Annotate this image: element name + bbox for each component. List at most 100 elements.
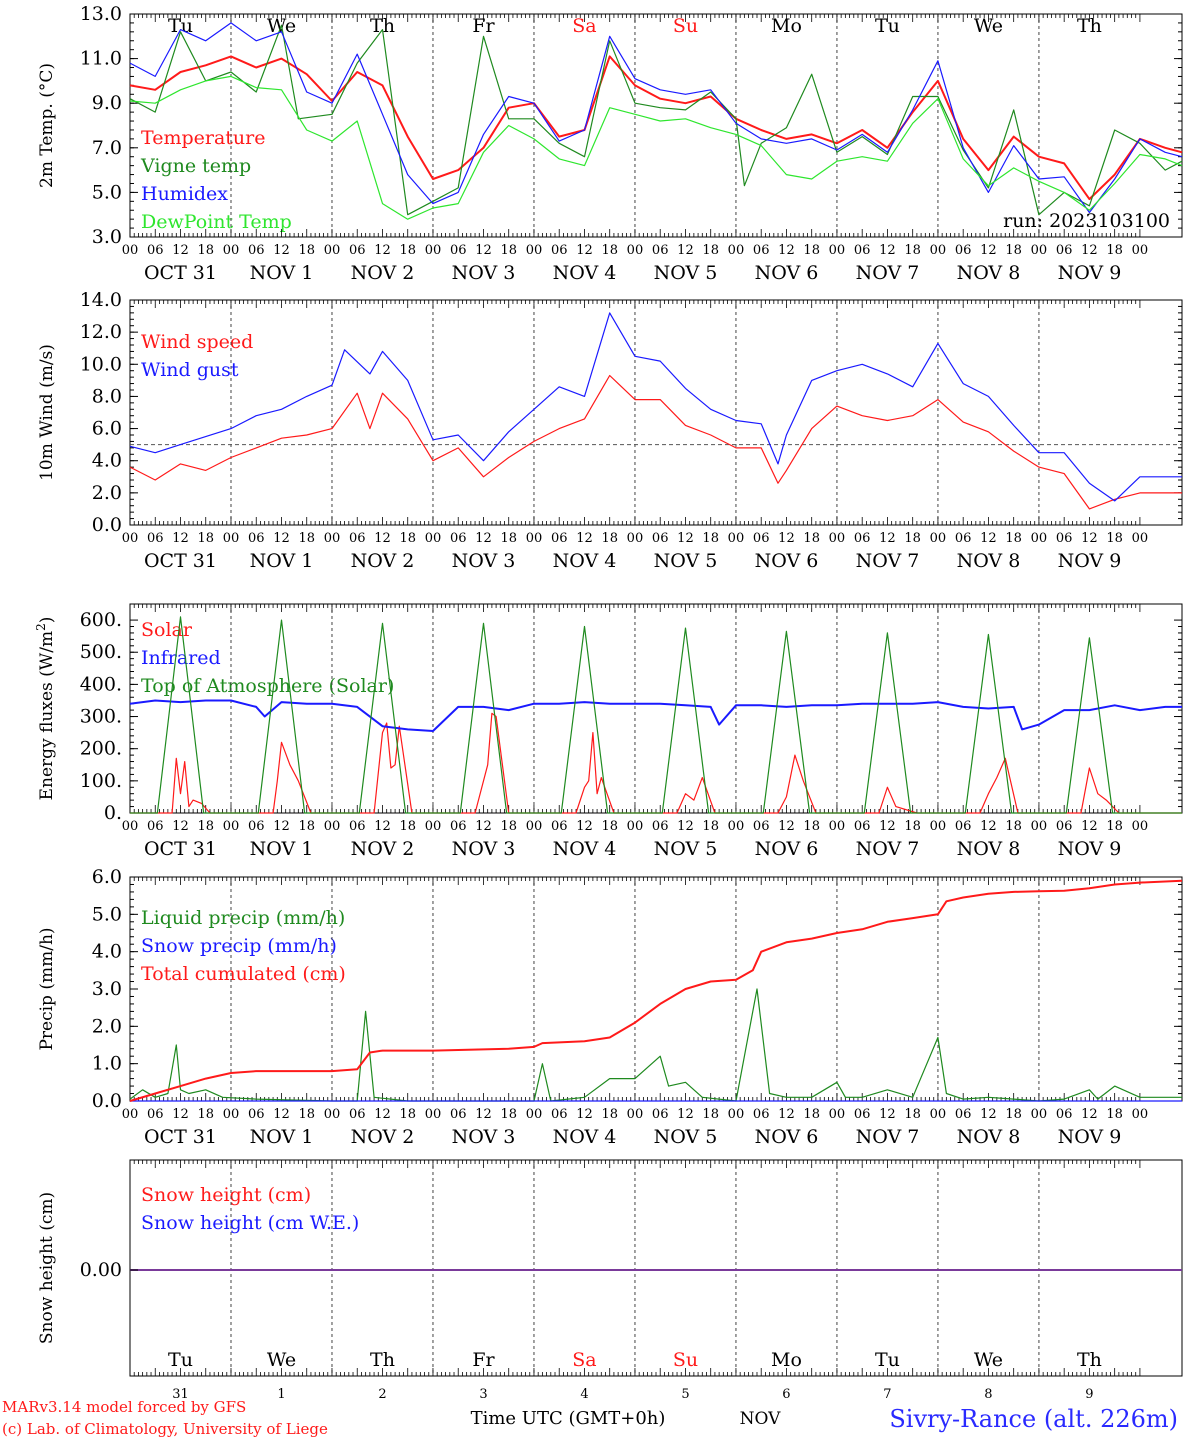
date-label: OCT 31 [144, 1126, 217, 1148]
weekday-label: Sa [572, 15, 596, 37]
date-label: NOV 1 [250, 262, 314, 284]
day-number: 9 [1085, 1387, 1093, 1402]
x-tick-label: 00 [728, 819, 745, 834]
weekday-label: Th [370, 1349, 395, 1371]
month-label: NOV [740, 1409, 782, 1429]
x-tick-label: 18 [1106, 1107, 1123, 1122]
x-tick-label: 06 [652, 531, 669, 546]
weekday-label: Mo [771, 15, 802, 37]
x-tick-label: 12 [677, 531, 694, 546]
legend-total-cumulated: Total cumulated (cm) [141, 963, 346, 985]
weekday-label: Mo [771, 1349, 802, 1371]
date-label: NOV 4 [553, 838, 617, 860]
x-tick-label: 18 [1005, 243, 1022, 258]
x-tick-label: 06 [248, 531, 265, 546]
x-tick-label: 18 [1005, 531, 1022, 546]
legend-wind-gust: Wind gust [141, 359, 239, 381]
x-tick-label: 12 [677, 1107, 694, 1122]
y-tick-label: 9.0 [92, 92, 122, 114]
series-line-dewpoint [129, 75, 1183, 220]
x-tick-label: 00 [223, 531, 240, 546]
x-tick-label: 12 [172, 243, 189, 258]
x-tick-label: 00 [829, 819, 846, 834]
x-tick-label: 00 [324, 819, 341, 834]
x-tick-label: 12 [879, 243, 896, 258]
x-tick-label: 00 [223, 1107, 240, 1122]
x-tick-label: 12 [576, 1107, 593, 1122]
date-label: OCT 31 [144, 262, 217, 284]
y-tick-label: 10.0 [80, 353, 122, 375]
date-label: NOV 6 [755, 262, 819, 284]
day-number: 3 [479, 1387, 487, 1402]
day-number: 7 [883, 1387, 891, 1402]
y-tick-label: 600. [80, 609, 122, 631]
x-tick-label: 06 [248, 1107, 265, 1122]
y-tick-label: 0. [104, 802, 122, 824]
x-tick-label: 06 [147, 243, 164, 258]
x-tick-label: 18 [500, 531, 517, 546]
date-label: NOV 7 [856, 550, 920, 572]
x-tick-label: 18 [197, 1107, 214, 1122]
x-tick-label: 12 [273, 531, 290, 546]
x-tick-label: 06 [551, 243, 568, 258]
x-tick-label: 18 [601, 1107, 618, 1122]
x-tick-label: 12 [778, 819, 795, 834]
x-tick-label: 06 [1056, 1107, 1073, 1122]
x-tick-label: 12 [273, 243, 290, 258]
x-tick-label: 18 [601, 531, 618, 546]
x-tick-label: 12 [475, 531, 492, 546]
x-tick-label: 00 [1132, 243, 1149, 258]
x-tick-label: 12 [374, 1107, 391, 1122]
x-tick-label: 18 [399, 1107, 416, 1122]
x-tick-label: 18 [1106, 243, 1123, 258]
panel-precip: Precip (mm/h) Liquid precip (mm/h) Snow … [37, 866, 1183, 1148]
weekday-label: Su [673, 1349, 698, 1371]
x-tick-label: 06 [652, 819, 669, 834]
y-tick-label: 0.0 [92, 514, 122, 536]
weekday-label: Th [1077, 1349, 1102, 1371]
x-tick-label: 18 [298, 819, 315, 834]
x-tick-label: 12 [980, 531, 997, 546]
date-label: NOV 3 [452, 838, 516, 860]
x-tick-label: 00 [728, 243, 745, 258]
date-label: NOV 1 [250, 550, 314, 572]
weekday-label: Th [1077, 15, 1102, 37]
x-tick-label: 00 [1132, 531, 1149, 546]
x-tick-label: 06 [753, 531, 770, 546]
series-line-solar [130, 712, 1182, 814]
x-tick-label: 00 [526, 819, 543, 834]
date-label: NOV 5 [654, 1126, 718, 1148]
x-tick-label: 06 [753, 243, 770, 258]
y-tick-label: 5.0 [92, 903, 122, 925]
x-tick-label: 06 [349, 531, 366, 546]
y-tick-label: 100. [80, 770, 122, 792]
x-tick-label: 18 [904, 531, 921, 546]
x-tick-label: 18 [601, 243, 618, 258]
legend-humidex: Humidex [141, 183, 228, 205]
date-label: NOV 8 [957, 838, 1021, 860]
x-tick-label: 00 [930, 243, 947, 258]
y-tick-label: 3.0 [92, 978, 122, 1000]
x-tick-label: 12 [576, 531, 593, 546]
x-tick-label: 18 [803, 1107, 820, 1122]
date-label: NOV 2 [351, 1126, 415, 1148]
day-number: 6 [782, 1387, 790, 1402]
x-tick-label: 06 [1056, 819, 1073, 834]
x-tick-label: 06 [450, 1107, 467, 1122]
x-tick-label: 00 [1031, 243, 1048, 258]
y-tick-label: 14.0 [80, 289, 122, 311]
weekday-label: Tu [875, 1349, 900, 1371]
legend-vigne-temp: Vigne temp [140, 155, 251, 177]
y-tick-label: 5.0 [92, 181, 122, 203]
y-axis-label: Snow height (cm) [37, 1192, 57, 1344]
x-tick-label: 18 [1106, 819, 1123, 834]
series-line-vigne [129, 24, 1183, 216]
x-tick-label: 18 [500, 1107, 517, 1122]
x-tick-label: 06 [551, 531, 568, 546]
series-line-infrared [129, 699, 1182, 732]
legend-wind-speed: Wind speed [141, 331, 253, 353]
x-tick-label: 18 [803, 531, 820, 546]
x-tick-label: 00 [930, 1107, 947, 1122]
date-label: NOV 1 [250, 838, 314, 860]
y-axis-label: Precip (mm/h) [37, 927, 57, 1050]
